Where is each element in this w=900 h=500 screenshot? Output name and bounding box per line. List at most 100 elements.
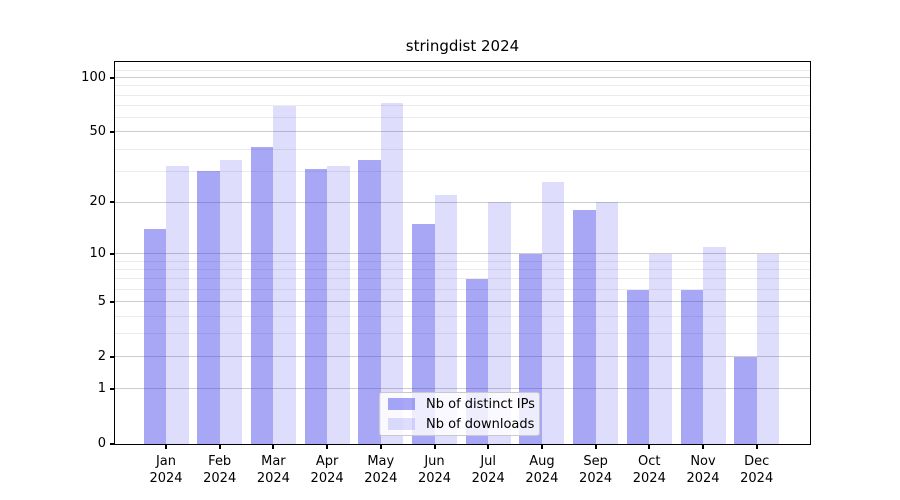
- plot-border: [114, 61, 811, 445]
- legend-label-distinct-ips: Nb of distinct IPs: [426, 396, 535, 412]
- legend-swatch-downloads: [388, 418, 415, 430]
- x-tick-year-nov: 2024: [686, 471, 720, 486]
- x-tick-mark-mar: [272, 445, 275, 449]
- bar-distinct-ips-sep: [573, 210, 596, 444]
- bar-distinct-ips-oct: [626, 289, 650, 444]
- y-tick-label-20: 20: [89, 194, 106, 210]
- gridline-minor-80: [115, 94, 810, 96]
- x-tick-mark-nov: [702, 445, 704, 449]
- bar-downloads-oct: [649, 253, 672, 444]
- bar-downloads-aug: [541, 182, 565, 444]
- x-tick-label-sep: Sep: [583, 454, 608, 469]
- bar-downloads-feb: [219, 159, 243, 444]
- bar-distinct-ips-nov: [680, 289, 703, 444]
- bar-distinct-ips-may: [358, 159, 381, 444]
- gridline-major-5: [115, 301, 810, 303]
- gridline-minor-30: [115, 170, 810, 172]
- bar-distinct-ips-apr: [304, 168, 328, 444]
- y-tick-label-100: 100: [81, 69, 106, 85]
- legend-swatch-ips: [388, 398, 415, 410]
- x-tick-label-feb: Feb: [208, 454, 232, 469]
- bar-downloads-jun: [434, 195, 457, 444]
- bar-distinct-ips-jun: [412, 223, 435, 444]
- x-tick-year-sep: 2024: [579, 471, 613, 486]
- x-tick-year-may: 2024: [364, 471, 398, 486]
- y-tick-label-5: 5: [97, 293, 106, 309]
- legend: Nb of distinct IPs Nb of downloads: [379, 392, 540, 436]
- y-tick-mark-0: [110, 443, 114, 445]
- gridline-minor-9: [115, 260, 810, 262]
- x-tick-label-may: May: [367, 454, 395, 469]
- legend-label-downloads: Nb of downloads: [426, 416, 535, 432]
- x-tick-label-mar: Mar: [261, 454, 286, 469]
- x-tick-label-oct: Oct: [638, 454, 661, 469]
- x-tick-mark-jan: [165, 445, 167, 449]
- x-tick-year-apr: 2024: [310, 471, 344, 486]
- bar-downloads-sep: [595, 202, 619, 444]
- legend-entry-distinct-ips: Nb of distinct IPs: [388, 397, 535, 412]
- x-tick-mark-apr: [326, 445, 329, 449]
- y-tick-label-2: 2: [97, 348, 106, 364]
- x-tick-mark-dec: [755, 445, 758, 449]
- gridline-minor-3: [115, 333, 810, 335]
- x-tick-label-jul: Jul: [480, 454, 497, 469]
- gridline-minor-6: [115, 289, 810, 291]
- bar-distinct-ips-dec: [734, 356, 757, 444]
- y-tick-mark-50: [110, 130, 114, 133]
- gridline-major-50: [115, 131, 810, 133]
- x-tick-year-jun: 2024: [417, 471, 452, 486]
- x-tick-mark-aug: [540, 445, 543, 449]
- bar-distinct-ips-feb: [197, 171, 220, 444]
- x-tick-year-oct: 2024: [632, 471, 666, 486]
- x-tick-label-nov: Nov: [690, 454, 716, 469]
- x-tick-mark-sep: [594, 445, 597, 449]
- legend-entry-downloads: Nb of downloads: [388, 416, 535, 432]
- y-tick-mark-5: [110, 300, 114, 303]
- y-tick-mark-100: [110, 76, 114, 79]
- y-tick-label-1: 1: [97, 380, 106, 396]
- gridline-minor-8: [115, 269, 810, 271]
- x-tick-year-dec: 2024: [740, 471, 774, 486]
- x-tick-year-jul: 2024: [471, 471, 505, 486]
- y-tick-mark-10: [110, 252, 114, 255]
- x-tick-year-aug: 2024: [525, 471, 559, 486]
- y-tick-label-0: 0: [97, 436, 106, 451]
- gridline-major-10: [115, 253, 810, 255]
- x-tick-mark-may: [379, 445, 382, 449]
- x-tick-year-feb: 2024: [203, 471, 237, 486]
- bar-distinct-ips-mar: [250, 147, 274, 444]
- x-tick-label-dec: Dec: [744, 454, 770, 469]
- x-tick-label-apr: Apr: [315, 454, 339, 469]
- x-tick-label-jun: Jun: [424, 454, 445, 469]
- gridline-minor-90: [115, 85, 810, 87]
- x-tick-mark-feb: [218, 445, 221, 449]
- gridline-minor-110: [115, 69, 810, 71]
- chart-title: stringdist 2024: [405, 37, 520, 55]
- y-tick-label-10: 10: [89, 245, 106, 261]
- y-tick-label-50: 50: [89, 123, 106, 139]
- y-tick-mark-2: [110, 355, 114, 358]
- bar-downloads-jul: [488, 202, 511, 444]
- bar-downloads-dec: [756, 253, 780, 444]
- x-tick-year-jan: 2024: [149, 471, 183, 486]
- bar-downloads-jan: [166, 166, 189, 444]
- bar-downloads-nov: [703, 246, 726, 444]
- bar-downloads-mar: [273, 105, 296, 444]
- y-tick-mark-20: [110, 201, 114, 204]
- x-tick-label-aug: Aug: [529, 454, 555, 469]
- bar-downloads-may: [380, 103, 404, 444]
- x-tick-year-mar: 2024: [256, 471, 290, 486]
- x-tick-label-jan: Jan: [155, 454, 177, 469]
- gridline-minor-7: [115, 278, 810, 280]
- gridline-major-1: [115, 388, 810, 390]
- x-tick-mark-oct: [648, 445, 651, 449]
- bar-distinct-ips-jan: [143, 229, 166, 444]
- bar-downloads-apr: [327, 166, 350, 444]
- gridline-major-20: [115, 201, 810, 203]
- gridline-major-2: [115, 356, 810, 358]
- gridline-minor-40: [115, 148, 810, 150]
- x-tick-mark-jul: [487, 445, 490, 449]
- gridline-major-100: [115, 77, 810, 79]
- y-tick-mark-1: [110, 387, 114, 390]
